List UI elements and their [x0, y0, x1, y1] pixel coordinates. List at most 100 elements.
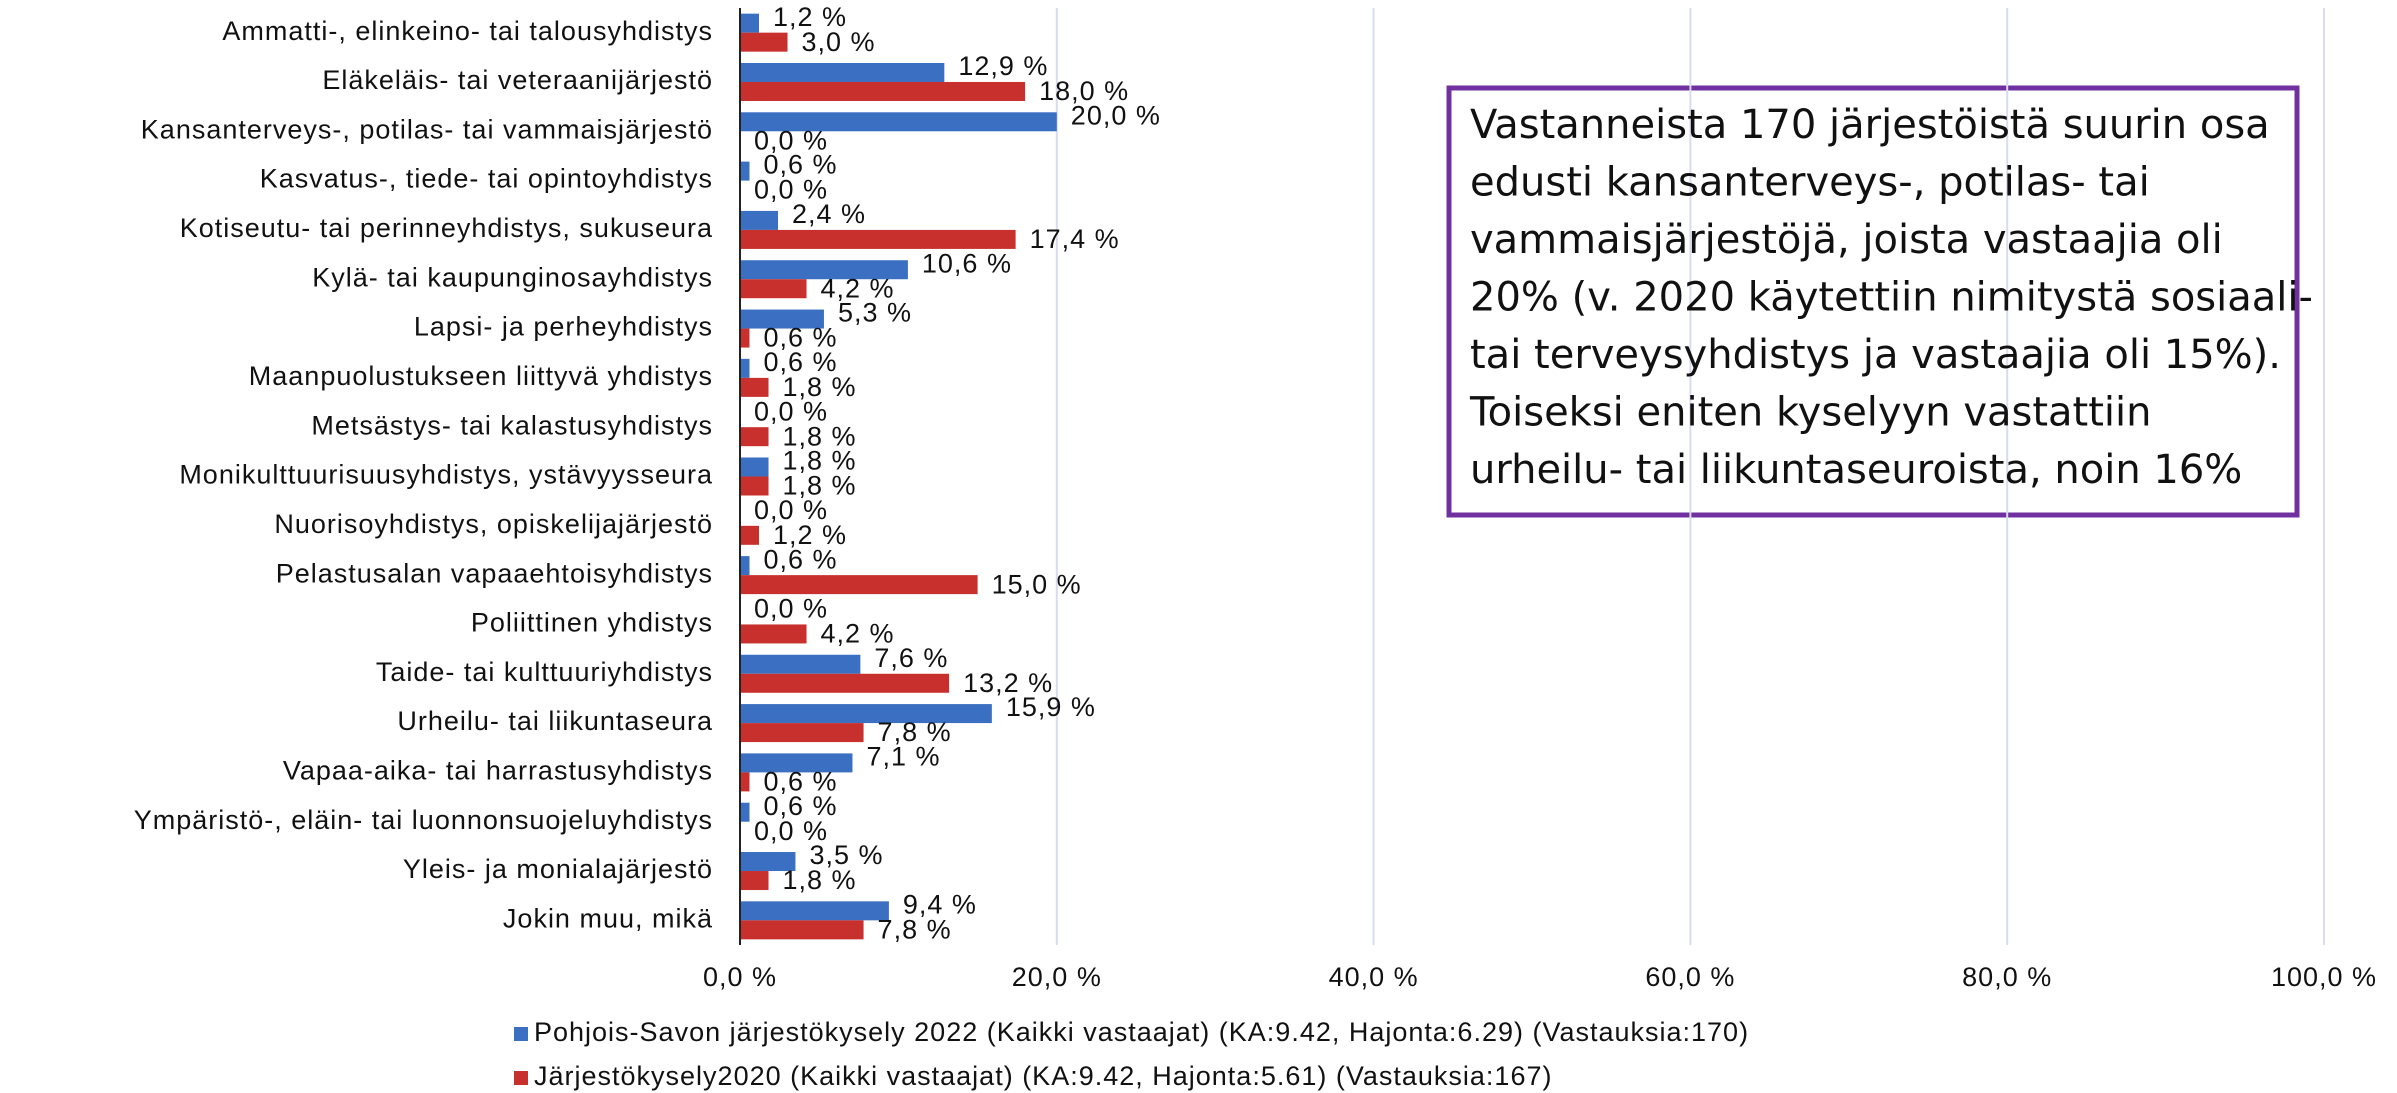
annotation-text: 20% (v. 2020 käytettiin nimitystä sosiaa…: [1470, 275, 2313, 321]
y-tick-label: Urheilu- tai liikuntaseura: [397, 706, 713, 736]
data-label: 0,6 %: [764, 150, 838, 180]
y-tick-label: Maanpuolustukseen liittyvä yhdistys: [249, 361, 713, 391]
y-tick-label: Jokin muu, mikä: [503, 903, 713, 933]
x-tick-label: 60,0 %: [1645, 962, 1735, 992]
data-label: 9,4 %: [903, 889, 977, 919]
y-tick-label: Kotiseutu- tai perinneyhdistys, sukuseur…: [180, 213, 713, 243]
bar: [740, 901, 889, 921]
data-label: 1,2 %: [773, 520, 847, 550]
data-label: 0,6 %: [764, 767, 838, 797]
x-tick-label: 0,0 %: [703, 962, 777, 992]
y-tick-label: Vapaa-aika- tai harrastusyhdistys: [283, 756, 713, 786]
data-label: 5,3 %: [838, 298, 912, 328]
data-label: 7,8 %: [878, 717, 952, 747]
bar: [740, 210, 779, 230]
bar: [740, 624, 807, 644]
bar: [740, 575, 978, 595]
data-label: 4,2 %: [821, 273, 895, 303]
data-label: 3,5 %: [809, 840, 883, 870]
bar: [740, 457, 769, 477]
data-label: 0,0 %: [754, 175, 828, 205]
y-tick-label: Yleis- ja monialajärjestö: [403, 854, 713, 884]
y-tick-label: Nuorisoyhdistys, opiskelijajärjestö: [274, 509, 713, 539]
y-tick-label: Kylä- tai kaupunginosayhdistys: [312, 262, 713, 292]
bar: [740, 753, 853, 773]
annotation-text: vammaisjärjestöjä, joista vastaajia oli: [1470, 217, 2223, 263]
data-label: 0,6 %: [764, 791, 838, 821]
data-label: 0,0 %: [754, 396, 828, 426]
bar: [740, 772, 750, 792]
bar: [740, 673, 950, 693]
legend-swatch: [514, 1071, 528, 1085]
bar: [740, 309, 824, 329]
annotation-text: urheilu- tai liikuntaseuroista, noin 16%: [1470, 447, 2242, 493]
data-label: 13,2 %: [963, 668, 1053, 698]
y-tick-label: Eläkeläis- tai veteraanijärjestö: [322, 65, 713, 95]
bar: [740, 279, 807, 299]
bar: [740, 654, 861, 674]
data-label: 4,2 %: [821, 619, 895, 649]
data-label: 1,8 %: [783, 865, 857, 895]
x-tick-label: 80,0 %: [1962, 962, 2052, 992]
y-tick-label: Monikulttuurisuusyhdistys, ystävyysseura: [179, 460, 713, 490]
bar: [740, 81, 1026, 101]
bar: [740, 32, 788, 52]
legend-label: Järjestökysely2020 (Kaikki vastaajat) (K…: [534, 1061, 1552, 1091]
data-label: 1,8 %: [783, 446, 857, 476]
y-tick-label: Taide- tai kulttuuriyhdistys: [376, 657, 713, 687]
annotation-text: edusti kansanterveys-, potilas- tai: [1470, 160, 2150, 206]
legend-swatch: [514, 1027, 528, 1041]
bar: [740, 920, 864, 940]
data-label: 7,1 %: [866, 742, 940, 772]
data-label: 1,8 %: [783, 372, 857, 402]
bar: [740, 260, 908, 280]
bar: [740, 229, 1016, 249]
bar: [740, 723, 864, 743]
annotation-text: Vastanneista 170 järjestöistä suurin osa: [1470, 102, 2270, 148]
y-tick-label: Pelastusalan vapaaehtoisyhdistys: [276, 558, 713, 588]
x-tick-label: 20,0 %: [1012, 962, 1102, 992]
bar: [740, 525, 760, 545]
x-tick-label: 100,0 %: [2271, 962, 2377, 992]
data-label: 3,0 %: [802, 27, 876, 57]
bar: [740, 704, 992, 724]
bar: [740, 161, 750, 181]
bar: [740, 476, 769, 496]
data-label: 0,0 %: [754, 594, 828, 624]
y-tick-label: Poliittinen yhdistys: [471, 608, 713, 638]
y-tick-label: Metsästys- tai kalastusyhdistys: [311, 410, 713, 440]
bar: [740, 358, 750, 378]
y-tick-label: Kansanterveys-, potilas- tai vammaisjärj…: [141, 114, 713, 144]
y-tick-label: Ympäristö-, eläin- tai luonnonsuojeluyhd…: [134, 805, 713, 835]
data-label: 1,8 %: [783, 421, 857, 451]
annotation-text: tai terveysyhdistys ja vastaajia oli 15%…: [1470, 332, 2281, 378]
data-label: 15,9 %: [1006, 692, 1096, 722]
data-label: 0,6 %: [764, 323, 838, 353]
data-label: 0,0 %: [754, 495, 828, 525]
legend-label: Pohjois-Savon järjestökysely 2022 (Kaikk…: [534, 1017, 1749, 1047]
data-label: 7,6 %: [874, 643, 948, 673]
y-tick-label: Ammatti-, elinkeino- tai talousyhdistys: [222, 16, 713, 46]
data-label: 18,0 %: [1039, 76, 1129, 106]
data-label: 2,4 %: [792, 199, 866, 229]
bar: [740, 13, 760, 33]
bar: [740, 871, 769, 891]
bar: [740, 328, 750, 348]
data-label: 0,0 %: [754, 125, 828, 155]
y-tick-label: Kasvatus-, tiede- tai opintoyhdistys: [260, 164, 713, 194]
bar: [740, 556, 750, 576]
x-tick-label: 40,0 %: [1329, 962, 1419, 992]
data-label: 20,0 %: [1071, 100, 1161, 130]
annotation-text: Toiseksi eniten kyselyyn vastattiin: [1469, 390, 2151, 436]
bar: [740, 802, 750, 822]
data-label: 15,0 %: [992, 569, 1082, 599]
data-label: 7,8 %: [878, 914, 952, 944]
annotation-box: [1446, 85, 2300, 518]
bar: [740, 852, 796, 872]
data-label: 0,0 %: [754, 816, 828, 846]
y-tick-label: Lapsi- ja perheyhdistys: [414, 312, 713, 342]
data-label: 1,8 %: [783, 471, 857, 501]
bar: [740, 112, 1057, 132]
data-label: 12,9 %: [958, 51, 1048, 81]
